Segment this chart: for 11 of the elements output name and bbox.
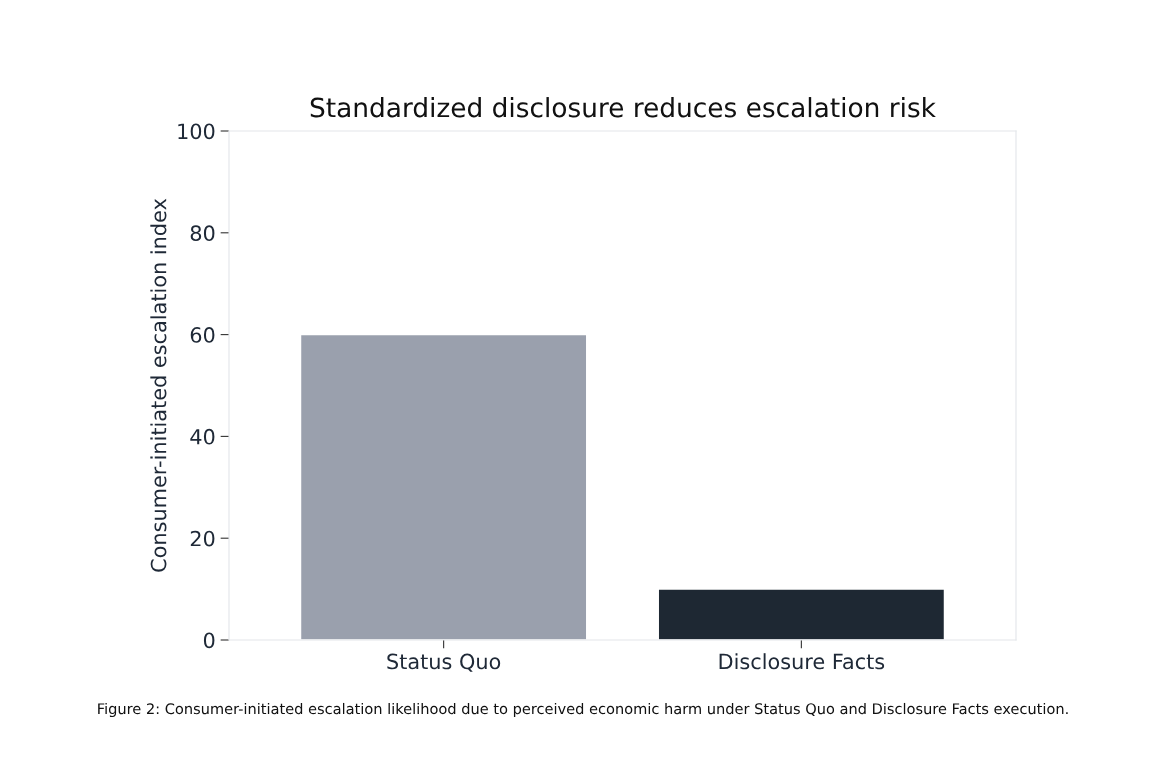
y-tick-label: 60	[190, 327, 215, 343]
y-tick-label: 40	[190, 428, 215, 445]
x-tick-label: Disclosure Facts	[719, 653, 885, 670]
chart-title: Standardized disclosure reduces escalation risk	[310, 97, 936, 118]
y-tick-label: 20	[190, 530, 215, 547]
caption: Figure 2: Consumer-initiated escalation likelihood due to perceived economic harm under Status Quo and Disclosure Facts execution.	[98, 702, 1068, 718]
x-tick-label: Status Quo	[387, 653, 501, 672]
y-axis-title: Consumer-initiated escalation index	[150, 198, 167, 572]
y-tick-label: 100	[178, 123, 215, 140]
y-tick-label: 80	[190, 225, 215, 242]
y-tick-label: 0	[203, 632, 215, 649]
